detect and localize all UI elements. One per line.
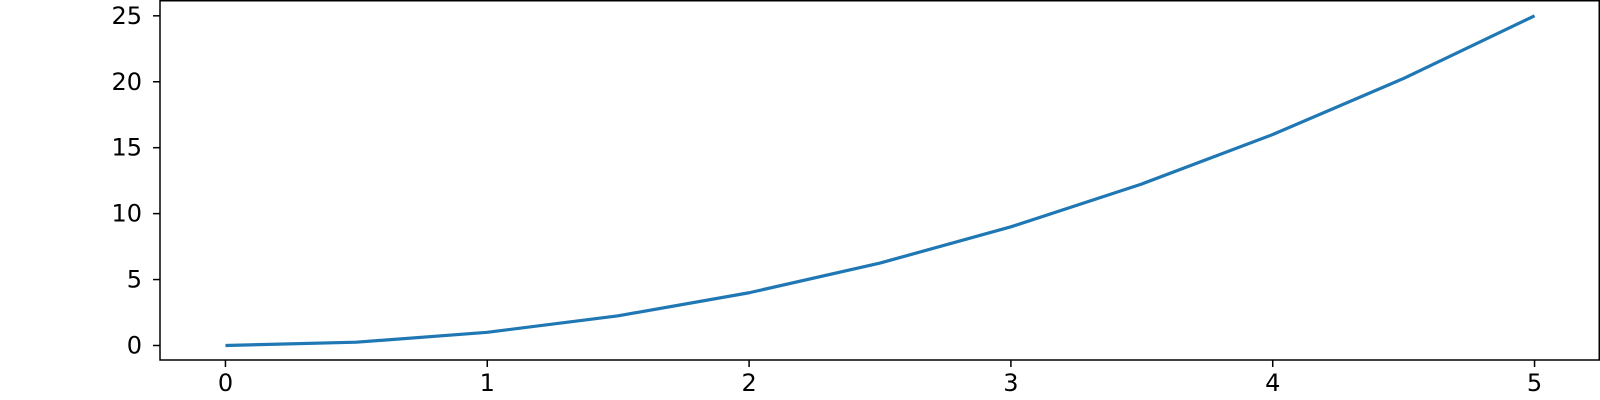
x-tick-label: 3 xyxy=(1003,369,1018,397)
plot-frame xyxy=(159,0,1600,361)
x-tick-label: 2 xyxy=(741,369,756,397)
y-tick-label: 15 xyxy=(111,134,142,162)
x-tick-label: 5 xyxy=(1527,369,1542,397)
y-tick-label: 20 xyxy=(111,68,142,96)
y-axis-ticks: 0 5 10 15 20 25 xyxy=(111,2,160,359)
y-tick-label: 25 xyxy=(111,2,142,30)
y-tick-label: 0 xyxy=(127,331,142,359)
plot-area xyxy=(160,0,1600,360)
x-tick-label: 1 xyxy=(480,369,495,397)
series-layer xyxy=(225,14,1536,348)
y-tick-label: 10 xyxy=(111,200,142,228)
x-axis-ticks: 0 1 2 3 4 5 xyxy=(218,360,1542,397)
x-tick-label: 0 xyxy=(218,369,233,397)
x-tick-label: 4 xyxy=(1265,369,1280,397)
series-line xyxy=(225,14,1536,348)
y-tick-label: 5 xyxy=(127,266,142,294)
